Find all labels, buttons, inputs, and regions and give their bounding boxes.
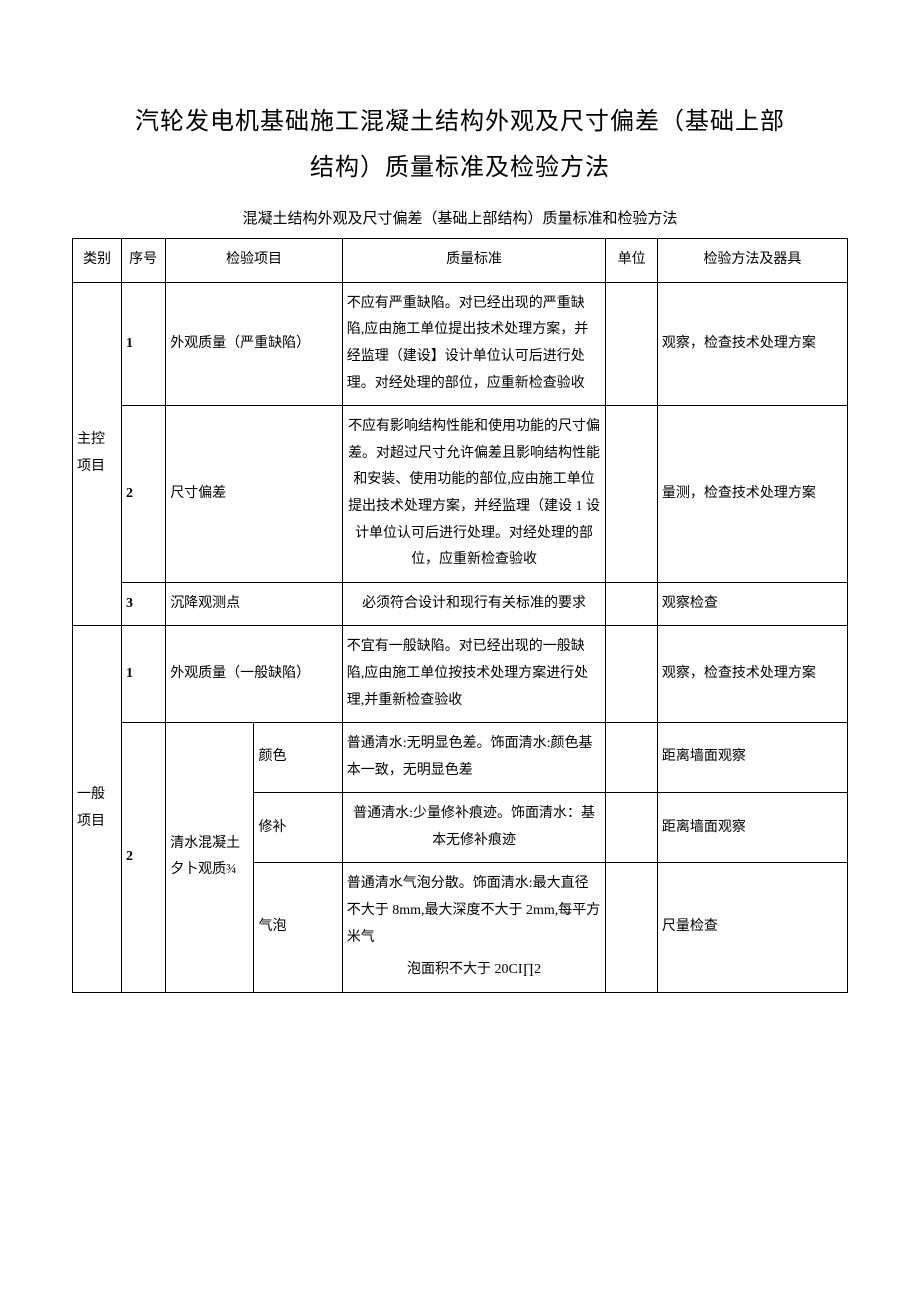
category-cell-general: 一般项目: [73, 626, 122, 993]
item-cell: 尺寸偏差: [166, 406, 343, 583]
unit-cell: [606, 582, 658, 626]
standard-cell: 不应有影响结构性能和使用功能的尺寸偏差。对超过尺寸允许偏差且影响结构性能和安装、…: [342, 406, 606, 583]
unit-cell: [606, 723, 658, 793]
unit-cell: [606, 282, 658, 405]
item-group-cell: 清水混凝土夕卜观质¾: [166, 723, 254, 993]
seq-cell: 2: [122, 406, 166, 583]
standard-cell: 不宜有一般缺陷。对已经出现的一般缺陷,应由施工单位按技术处理方案进行处理,并重新…: [342, 626, 606, 723]
method-cell: 距离墙面观察: [657, 793, 847, 863]
document-page: 汽轮发电机基础施工混凝土结构外观及尺寸偏差（基础上部 结构）质量标准及检验方法 …: [0, 0, 920, 1073]
method-cell: 量测，检查技术处理方案: [657, 406, 847, 583]
method-cell: 观察检查: [657, 582, 847, 626]
standard-part2: 泡面积不大于 20CI∏2: [347, 957, 602, 984]
subitem-cell: 气泡: [254, 863, 342, 992]
method-cell: 尺量检查: [657, 863, 847, 992]
standard-cell: 必须符合设计和现行有关标准的要求: [342, 582, 606, 626]
subitem-cell: 颜色: [254, 723, 342, 793]
standard-cell: 不应有严重缺陷。对已经出现的严重缺陷,应由施工单位提出技术处理方案，并经监理（建…: [342, 282, 606, 405]
category-cell-main: 主控项目: [73, 282, 122, 626]
seq-cell: 1: [122, 282, 166, 405]
document-title: 汽轮发电机基础施工混凝土结构外观及尺寸偏差（基础上部 结构）质量标准及检验方法: [72, 100, 848, 191]
table-header-row: 类别 序号 检验项目 质量标准 单位 检验方法及器具: [73, 239, 848, 283]
table-row: 主控项目 1 外观质量（严重缺陷） 不应有严重缺陷。对已经出现的严重缺陷,应由施…: [73, 282, 848, 405]
header-unit: 单位: [606, 239, 658, 283]
method-cell: 距离墙面观察: [657, 723, 847, 793]
seq-cell: 1: [122, 626, 166, 723]
header-seq: 序号: [122, 239, 166, 283]
unit-cell: [606, 626, 658, 723]
header-method: 检验方法及器具: [657, 239, 847, 283]
table-row: 2 清水混凝土夕卜观质¾ 颜色 普通清水:无明显色差。饰面清水:颜色基本一致，无…: [73, 723, 848, 793]
standard-cell: 普通清水:无明显色差。饰面清水:颜色基本一致，无明显色差: [342, 723, 606, 793]
table-row: 一般项目 1 外观质量（一般缺陷） 不宜有一般缺陷。对已经出现的一般缺陷,应由施…: [73, 626, 848, 723]
item-cell: 外观质量（严重缺陷）: [166, 282, 343, 405]
table-row: 2 尺寸偏差 不应有影响结构性能和使用功能的尺寸偏差。对超过尺寸允许偏差且影响结…: [73, 406, 848, 583]
item-cell: 外观质量（一般缺陷）: [166, 626, 343, 723]
seq-cell: 2: [122, 723, 166, 993]
seq-cell: 3: [122, 582, 166, 626]
unit-cell: [606, 863, 658, 992]
unit-cell: [606, 793, 658, 863]
unit-cell: [606, 406, 658, 583]
header-category: 类别: [73, 239, 122, 283]
standard-part1: 普通清水气泡分散。饰面清水:最大直径不大于 8mm,最大深度不大于 2mm,每平…: [347, 871, 602, 951]
document-subtitle: 混凝土结构外观及尺寸偏差（基础上部结构）质量标准和检验方法: [72, 207, 848, 228]
table-row: 3 沉降观测点 必须符合设计和现行有关标准的要求 观察检查: [73, 582, 848, 626]
method-cell: 观察，检查技术处理方案: [657, 282, 847, 405]
item-cell: 沉降观测点: [166, 582, 343, 626]
title-line-1: 汽轮发电机基础施工混凝土结构外观及尺寸偏差（基础上部: [135, 109, 785, 135]
standards-table: 类别 序号 检验项目 质量标准 单位 检验方法及器具 主控项目 1 外观质量（严…: [72, 238, 848, 993]
title-line-2: 结构）质量标准及检验方法: [310, 155, 610, 181]
header-item: 检验项目: [166, 239, 343, 283]
standard-cell: 普通清水气泡分散。饰面清水:最大直径不大于 8mm,最大深度不大于 2mm,每平…: [342, 863, 606, 992]
standard-cell: 普通清水:少量修补痕迹。饰面清水：基本无修补痕迹: [342, 793, 606, 863]
method-cell: 观察，检查技术处理方案: [657, 626, 847, 723]
header-standard: 质量标准: [342, 239, 606, 283]
subitem-cell: 修补: [254, 793, 342, 863]
